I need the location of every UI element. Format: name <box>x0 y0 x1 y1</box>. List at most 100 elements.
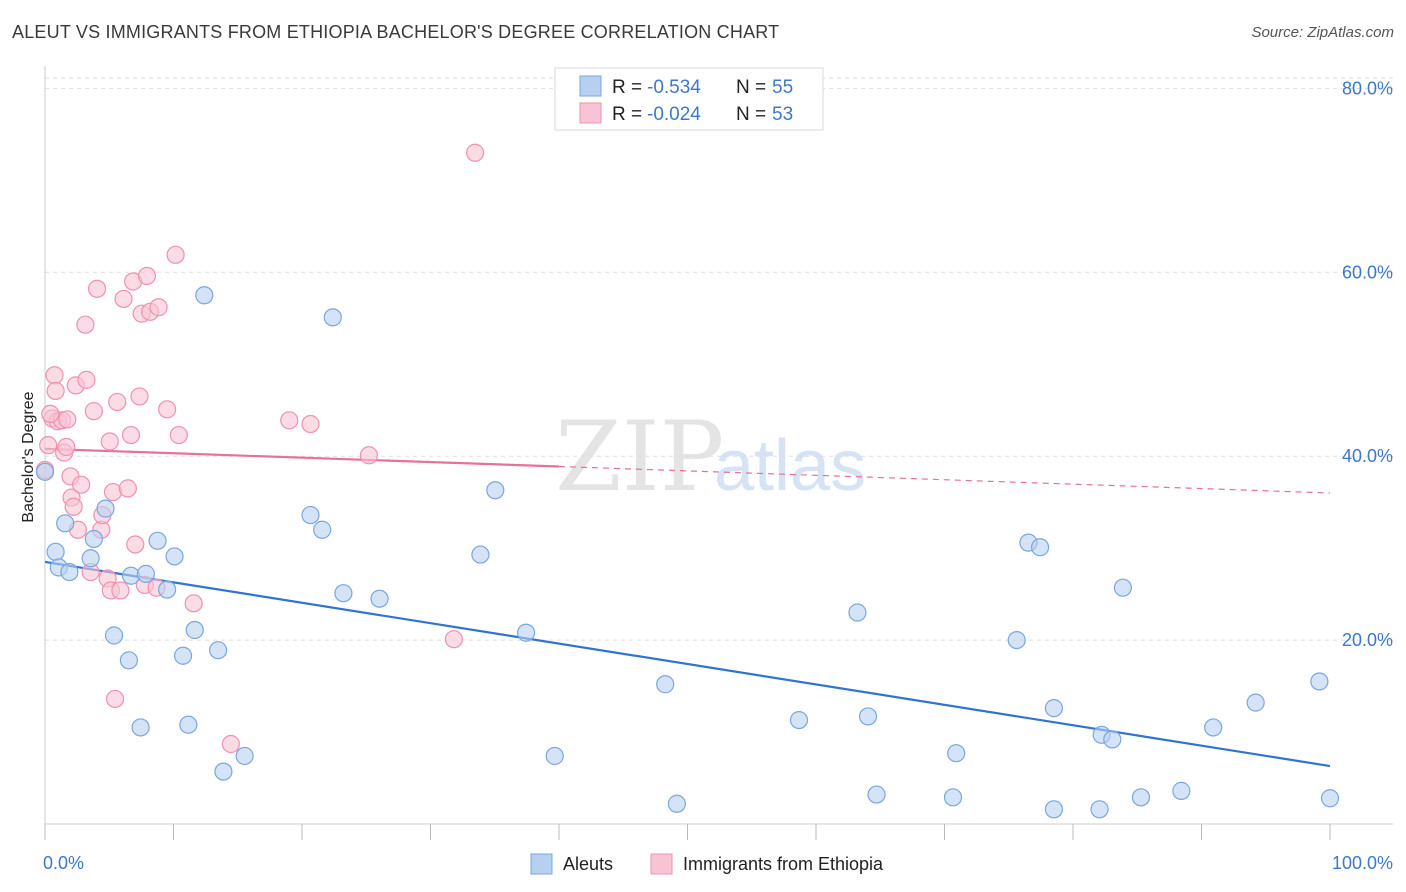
aleut-point <box>173 646 193 665</box>
legend-r-value-2: -0.024 <box>647 104 701 125</box>
aleut-point <box>35 462 55 481</box>
ethiopia-point <box>166 245 185 264</box>
aleut-point <box>179 715 198 734</box>
aleut-point <box>789 710 809 730</box>
ethiopia-point <box>184 594 203 613</box>
y-tick-label: 60.0% <box>1342 262 1393 282</box>
aleut-point <box>947 744 966 763</box>
x-tick-label-min: 0.0% <box>43 853 84 873</box>
legend-swatch-blue <box>579 75 602 97</box>
trend-line-ethiopia <box>44 447 560 468</box>
legend-n-label-1: N = <box>736 77 766 98</box>
aleut-point <box>214 762 233 781</box>
watermark-zip: ZIP <box>555 401 724 513</box>
aleut-point <box>1030 538 1050 557</box>
ethiopia-point <box>64 497 83 516</box>
legend-n-value-2: 53 <box>772 104 793 125</box>
aleut-point <box>1007 630 1026 650</box>
aleut-point <box>545 746 564 766</box>
aleut-point <box>165 547 184 566</box>
aleut-point <box>1204 718 1223 737</box>
aleut-point <box>121 566 141 585</box>
legend-r-value-1: -0.534 <box>647 77 701 98</box>
ethiopia-point <box>169 425 188 445</box>
ethiopia-point <box>444 630 463 649</box>
aleut-point <box>131 718 150 737</box>
chart-title: ALEUT VS IMMIGRANTS FROM ETHIOPIA BACHEL… <box>12 22 780 42</box>
y-tick-labels: 20.0% 40.0% 60.0% 80.0% <box>1342 78 1393 650</box>
grid-lines <box>45 77 1393 641</box>
aleut-point <box>667 794 686 813</box>
aleut-point <box>471 545 490 564</box>
watermark: ZIP atlas <box>555 401 866 513</box>
y-tick-label: 20.0% <box>1342 630 1393 650</box>
aleut-point <box>313 520 332 539</box>
y-tick-label: 40.0% <box>1342 446 1393 466</box>
ethiopia-point <box>105 689 125 709</box>
legend-n-value-1: 55 <box>772 77 793 98</box>
series-legend-ethiopia: Immigrants from Ethiopia <box>683 854 884 874</box>
source-label: Source: ZipAtlas.com <box>1251 24 1394 41</box>
ethiopia-point <box>108 392 127 412</box>
series-legend-swatch-aleuts <box>530 853 553 875</box>
ethiopia-point <box>72 475 91 494</box>
ethiopia-point <box>41 404 60 423</box>
aleut-point <box>656 675 675 694</box>
aleut-point <box>1320 789 1340 808</box>
aleut-point <box>96 499 115 518</box>
ethiopia-point <box>45 366 64 385</box>
y-tick-label: 80.0% <box>1342 78 1393 98</box>
ethiopia-point <box>57 437 76 457</box>
aleut-point <box>158 580 177 599</box>
aleut-point <box>848 603 867 622</box>
trend-line-ethiopia-extension <box>558 465 1331 494</box>
aleut-point <box>195 286 214 305</box>
ethiopia-point <box>158 400 177 419</box>
aleut-point <box>235 746 254 766</box>
aleut-point <box>370 589 389 608</box>
series-legend-swatch-ethiopia <box>650 853 673 875</box>
aleut-point <box>1310 672 1329 691</box>
aleut-point <box>858 707 878 726</box>
ethiopia-point <box>121 425 141 445</box>
series-aleuts <box>35 286 1340 819</box>
series-legend-aleuts: Aleuts <box>563 854 613 874</box>
aleut-point <box>1103 730 1122 749</box>
ethiopia-point <box>466 143 485 162</box>
ethiopia-point <box>114 289 133 309</box>
aleut-point <box>943 788 963 807</box>
legend-n-label-2: N = <box>736 104 766 125</box>
aleut-point <box>1172 781 1191 800</box>
aleut-point <box>323 308 342 327</box>
aleut-point <box>119 651 138 670</box>
ethiopia-point <box>149 298 168 317</box>
ethiopia-point <box>359 446 379 465</box>
aleut-point <box>46 542 65 561</box>
ethiopia-point <box>280 411 299 430</box>
series-immigrants-from-ethiopia <box>35 143 485 754</box>
ethiopia-point <box>46 381 65 401</box>
aleut-point <box>1113 578 1133 597</box>
x-tick-label-max: 100.0% <box>1332 853 1393 873</box>
ethiopia-point <box>100 432 119 451</box>
ethiopia-point <box>111 581 130 600</box>
aleut-point <box>1044 699 1063 718</box>
ethiopia-point <box>130 387 149 406</box>
aleut-point <box>60 562 79 582</box>
aleut-point <box>1131 788 1151 807</box>
ethiopia-point <box>87 279 107 298</box>
aleut-point <box>84 529 103 549</box>
aleut-point <box>56 514 75 533</box>
watermark-atlas: atlas <box>714 426 866 506</box>
trend-line-aleuts <box>44 560 1331 768</box>
aleut-point <box>486 481 505 500</box>
ethiopia-point <box>221 734 240 754</box>
ethiopia-point <box>137 266 157 286</box>
aleut-point <box>148 531 167 550</box>
ethiopia-point <box>76 315 95 334</box>
aleut-point <box>1044 800 1063 819</box>
aleut-point <box>104 626 124 645</box>
ethiopia-point <box>126 535 145 554</box>
aleut-point <box>1090 800 1109 819</box>
